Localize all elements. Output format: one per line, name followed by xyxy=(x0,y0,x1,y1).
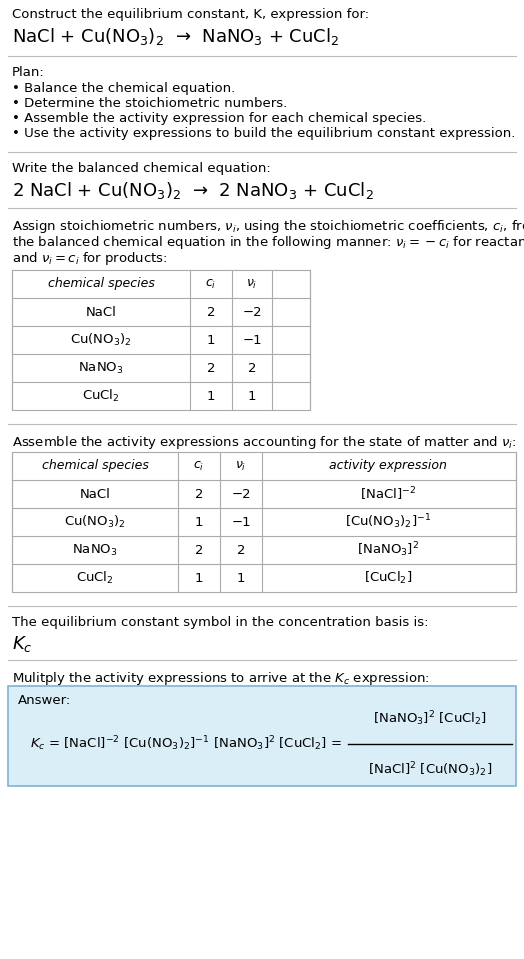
Text: Mulitply the activity expressions to arrive at the $K_c$ expression:: Mulitply the activity expressions to arr… xyxy=(12,670,430,687)
Text: CuCl$_2$: CuCl$_2$ xyxy=(76,570,114,586)
Text: NaCl: NaCl xyxy=(80,487,111,501)
Text: 2: 2 xyxy=(195,544,203,556)
Text: • Assemble the activity expression for each chemical species.: • Assemble the activity expression for e… xyxy=(12,112,426,125)
Text: NaCl: NaCl xyxy=(85,306,116,318)
Text: −2: −2 xyxy=(231,487,251,501)
Text: the balanced chemical equation in the following manner: $\nu_i = -c_i$ for react: the balanced chemical equation in the fo… xyxy=(12,234,524,251)
Text: [NaNO$_3$]$^2$: [NaNO$_3$]$^2$ xyxy=(357,541,419,559)
Text: NaNO$_3$: NaNO$_3$ xyxy=(78,361,124,376)
Text: [NaNO$_3$]$^2$ [CuCl$_2$]: [NaNO$_3$]$^2$ [CuCl$_2$] xyxy=(373,710,487,728)
Text: 1: 1 xyxy=(207,389,215,403)
Text: [NaCl]$^2$ [Cu(NO$_3$)$_2$]: [NaCl]$^2$ [Cu(NO$_3$)$_2$] xyxy=(368,760,492,779)
Text: 1: 1 xyxy=(195,572,203,584)
Text: $K_c$ = [NaCl]$^{-2}$ [Cu(NO$_3$)$_2$]$^{-1}$ [NaNO$_3$]$^2$ [CuCl$_2$] =: $K_c$ = [NaCl]$^{-2}$ [Cu(NO$_3$)$_2$]$^… xyxy=(30,735,342,754)
Text: CuCl$_2$: CuCl$_2$ xyxy=(82,388,120,404)
Text: Construct the equilibrium constant, K, expression for:: Construct the equilibrium constant, K, e… xyxy=(12,8,369,21)
Text: Cu(NO$_3$)$_2$: Cu(NO$_3$)$_2$ xyxy=(70,332,132,348)
Text: 2: 2 xyxy=(237,544,245,556)
Text: $c_i$: $c_i$ xyxy=(205,277,216,291)
Text: Assign stoichiometric numbers, $\nu_i$, using the stoichiometric coefficients, $: Assign stoichiometric numbers, $\nu_i$, … xyxy=(12,218,524,235)
Text: 1: 1 xyxy=(248,389,256,403)
Text: 1: 1 xyxy=(237,572,245,584)
Text: The equilibrium constant symbol in the concentration basis is:: The equilibrium constant symbol in the c… xyxy=(12,616,429,629)
Bar xyxy=(12,452,516,592)
Text: [Cu(NO$_3$)$_2$]$^{-1}$: [Cu(NO$_3$)$_2$]$^{-1}$ xyxy=(345,513,431,531)
Text: 2: 2 xyxy=(207,362,215,375)
Text: −1: −1 xyxy=(242,334,262,346)
Text: 1: 1 xyxy=(207,334,215,346)
Text: $c_i$: $c_i$ xyxy=(193,459,205,473)
Text: Assemble the activity expressions accounting for the state of matter and $\nu_i$: Assemble the activity expressions accoun… xyxy=(12,434,517,451)
Text: $\nu_i$: $\nu_i$ xyxy=(235,459,247,473)
Text: • Use the activity expressions to build the equilibrium constant expression.: • Use the activity expressions to build … xyxy=(12,127,516,140)
Bar xyxy=(8,686,516,786)
Text: • Balance the chemical equation.: • Balance the chemical equation. xyxy=(12,82,235,95)
Text: Write the balanced chemical equation:: Write the balanced chemical equation: xyxy=(12,162,271,175)
Text: $\nu_i$: $\nu_i$ xyxy=(246,277,258,291)
Text: 1: 1 xyxy=(195,516,203,528)
Text: chemical species: chemical species xyxy=(48,277,155,291)
Text: −2: −2 xyxy=(242,306,262,318)
Text: 2: 2 xyxy=(248,362,256,375)
Text: 2: 2 xyxy=(207,306,215,318)
Text: 2: 2 xyxy=(195,487,203,501)
Text: NaNO$_3$: NaNO$_3$ xyxy=(72,543,118,557)
Text: NaCl + Cu(NO$_3$)$_2$  →  NaNO$_3$ + CuCl$_2$: NaCl + Cu(NO$_3$)$_2$ → NaNO$_3$ + CuCl$… xyxy=(12,26,340,47)
Text: [CuCl$_2$]: [CuCl$_2$] xyxy=(364,570,412,586)
Text: • Determine the stoichiometric numbers.: • Determine the stoichiometric numbers. xyxy=(12,97,287,110)
Text: Plan:: Plan: xyxy=(12,66,45,79)
Text: activity expression: activity expression xyxy=(329,459,447,473)
Text: chemical species: chemical species xyxy=(41,459,148,473)
Bar xyxy=(12,270,310,410)
Text: 2 NaCl + Cu(NO$_3$)$_2$  →  2 NaNO$_3$ + CuCl$_2$: 2 NaCl + Cu(NO$_3$)$_2$ → 2 NaNO$_3$ + C… xyxy=(12,180,374,201)
Text: $K_c$: $K_c$ xyxy=(12,634,32,654)
Text: Answer:: Answer: xyxy=(18,694,71,707)
Text: [NaCl]$^{-2}$: [NaCl]$^{-2}$ xyxy=(360,485,416,503)
Text: −1: −1 xyxy=(231,516,251,528)
Text: and $\nu_i = c_i$ for products:: and $\nu_i = c_i$ for products: xyxy=(12,250,168,267)
Text: Cu(NO$_3$)$_2$: Cu(NO$_3$)$_2$ xyxy=(64,514,126,530)
